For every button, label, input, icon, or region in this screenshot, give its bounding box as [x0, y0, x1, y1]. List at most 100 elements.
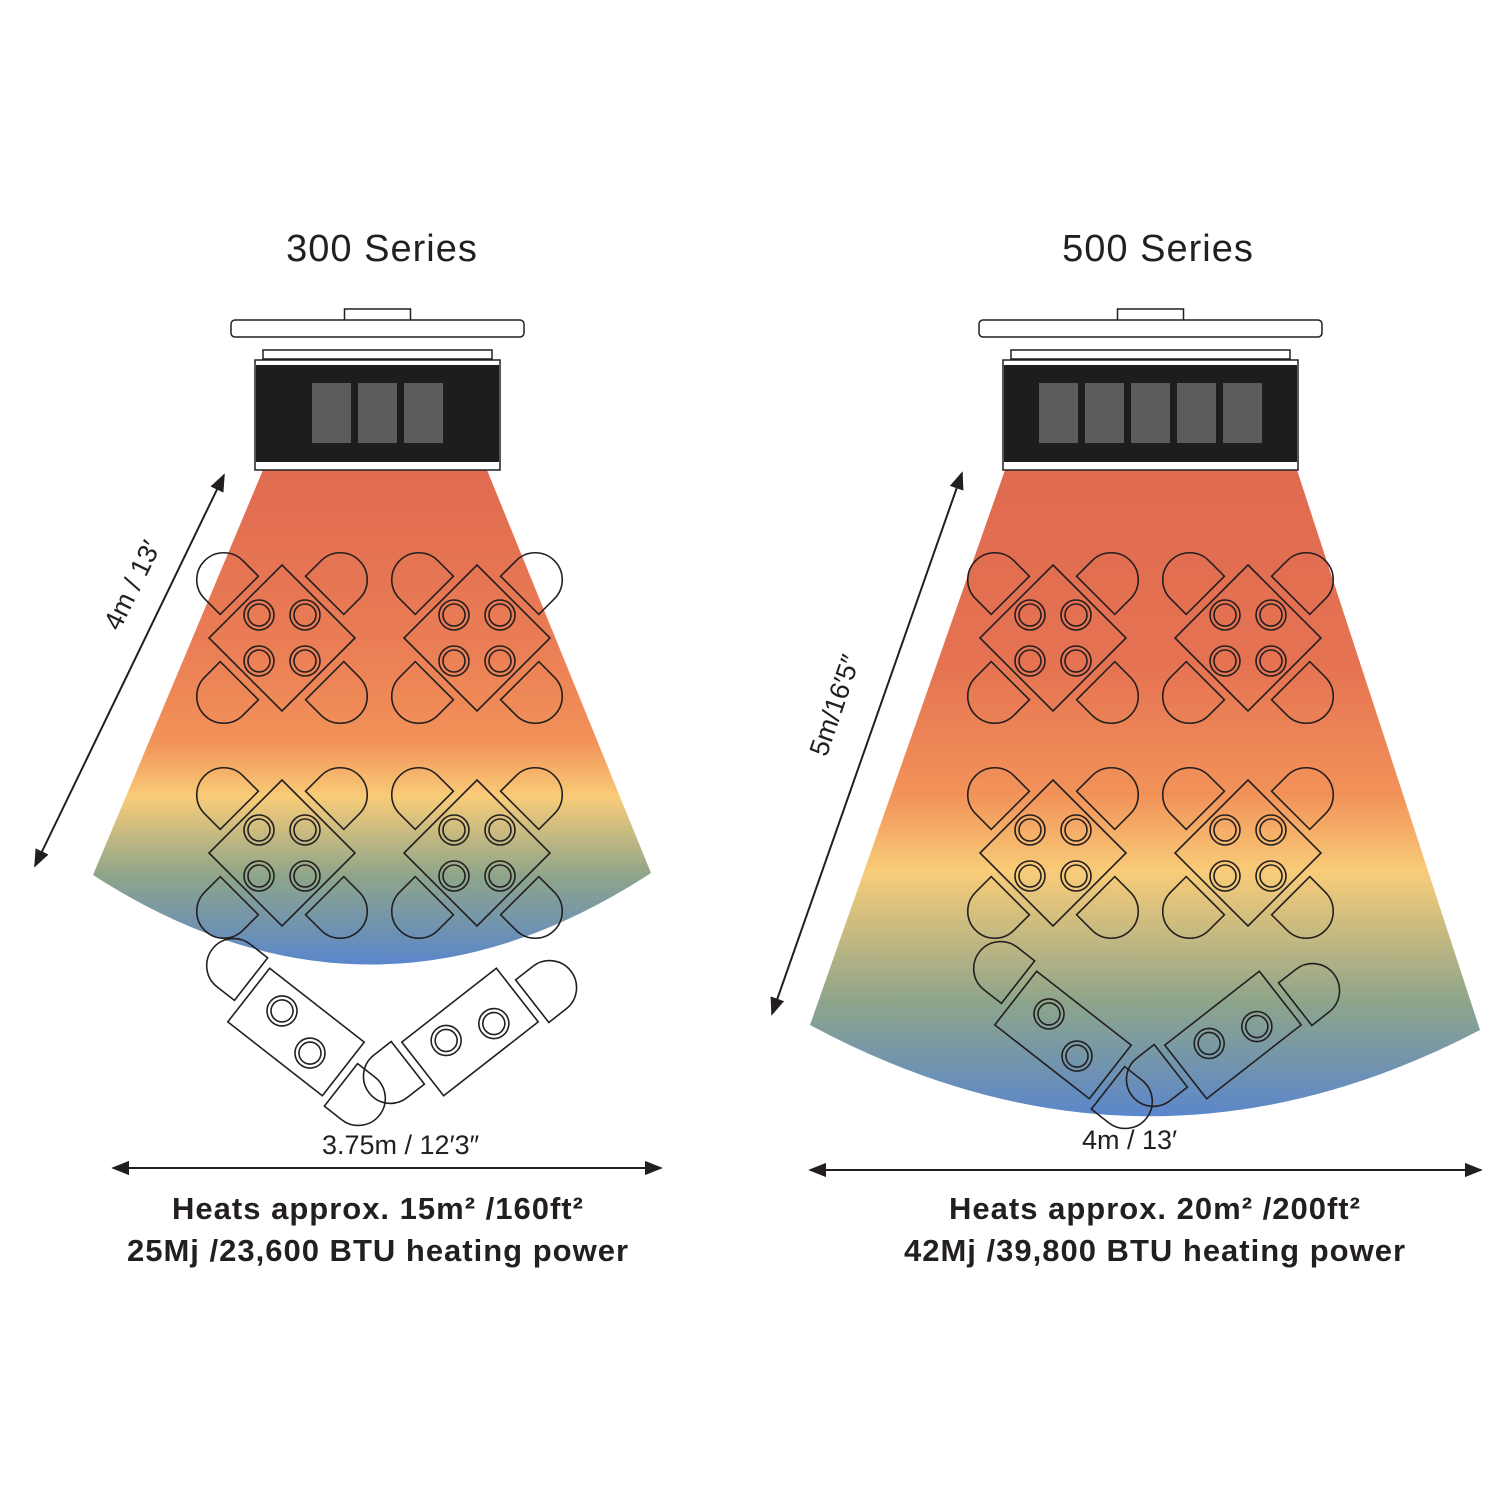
cup-inner	[488, 603, 512, 627]
cup-inner	[1259, 649, 1283, 673]
chair	[499, 766, 564, 831]
chair	[1270, 551, 1335, 616]
cup	[1014, 814, 1046, 846]
heat-cone-300	[93, 470, 651, 965]
cup	[1014, 645, 1046, 677]
cup	[484, 814, 516, 846]
cup	[289, 645, 321, 677]
cup	[1255, 814, 1287, 846]
heating-power-500: 42Mj /39,800 BTU heating power	[903, 1233, 1407, 1268]
chair	[966, 551, 1031, 616]
chair	[1161, 660, 1226, 725]
cup	[1209, 599, 1241, 631]
chair	[304, 551, 369, 616]
burner-panel	[1223, 383, 1262, 443]
cup-inner	[442, 649, 466, 673]
cup	[438, 645, 470, 677]
cup-inner	[488, 818, 512, 842]
cup-inner	[298, 1041, 322, 1065]
series-title-500: 500 Series	[1062, 228, 1254, 270]
cup	[1033, 998, 1065, 1030]
width-label-500: 4m / 13′	[1082, 1125, 1178, 1155]
mounting-plate	[978, 319, 1323, 338]
burner-panel	[1177, 383, 1216, 443]
chair	[390, 766, 455, 831]
cup	[243, 645, 275, 677]
table-top	[1173, 563, 1323, 713]
chair	[1161, 875, 1226, 940]
cup-inner	[247, 864, 271, 888]
table-four-seat	[390, 766, 564, 940]
table-two-seat	[362, 959, 578, 1105]
chair	[1075, 766, 1140, 831]
cup-inner	[1213, 649, 1237, 673]
cup	[438, 599, 470, 631]
heater-300-series	[230, 308, 525, 471]
table-two-seat	[205, 937, 387, 1127]
table-two-seat	[972, 940, 1154, 1130]
cup	[1209, 645, 1241, 677]
burner-panel	[312, 383, 351, 443]
chair	[1075, 551, 1140, 616]
chair	[362, 1040, 426, 1105]
cup-inner	[293, 864, 317, 888]
table-two-seat	[1125, 962, 1341, 1108]
burner-panel	[1131, 383, 1170, 443]
chair	[195, 660, 260, 725]
cup	[289, 814, 321, 846]
cup	[1209, 860, 1241, 892]
cup	[294, 1037, 326, 1069]
burner-panel	[404, 383, 443, 443]
chair	[514, 959, 578, 1024]
burner-panel	[1085, 383, 1124, 443]
chair	[972, 940, 1036, 1005]
table-four-seat	[1161, 551, 1335, 725]
cup-inner	[1065, 1044, 1089, 1068]
cup-inner	[488, 649, 512, 673]
cup	[1255, 860, 1287, 892]
table-top	[207, 563, 357, 713]
cup	[1060, 645, 1092, 677]
chair	[304, 660, 369, 725]
cup-inner	[293, 649, 317, 673]
cup-inner	[270, 999, 294, 1023]
chair	[304, 875, 369, 940]
chair	[1075, 875, 1140, 940]
table-top	[402, 563, 552, 713]
heater-grille	[1010, 349, 1291, 360]
table-top	[993, 970, 1133, 1100]
chair	[390, 660, 455, 725]
heating-power-300: 25Mj /23,600 BTU heating power	[126, 1233, 630, 1268]
cup	[1014, 599, 1046, 631]
chair	[195, 766, 260, 831]
cup-inner	[247, 649, 271, 673]
cup-inner	[1018, 864, 1042, 888]
cup	[1193, 1027, 1225, 1060]
cup	[243, 860, 275, 892]
cup	[438, 814, 470, 846]
chair	[499, 551, 564, 616]
cup	[1060, 814, 1092, 846]
table-four-seat	[195, 551, 369, 725]
cup-inner	[1064, 649, 1088, 673]
cup	[1255, 645, 1287, 677]
chair	[966, 875, 1031, 940]
chair	[1270, 875, 1335, 940]
table-four-seat	[1161, 766, 1335, 940]
cup-inner	[247, 818, 271, 842]
cup-inner	[1213, 864, 1237, 888]
cup	[289, 599, 321, 631]
coverage-area-300: Heats approx. 15m² /160ft²	[172, 1191, 584, 1226]
cup	[430, 1024, 462, 1057]
cup-inner	[434, 1028, 458, 1053]
chair	[1075, 660, 1140, 725]
chair	[323, 1062, 387, 1127]
cup-inner	[442, 603, 466, 627]
cup	[1060, 860, 1092, 892]
cup-inner	[1018, 818, 1042, 842]
table-top	[1173, 778, 1323, 928]
cup-inner	[1064, 818, 1088, 842]
cup	[1241, 1010, 1273, 1043]
